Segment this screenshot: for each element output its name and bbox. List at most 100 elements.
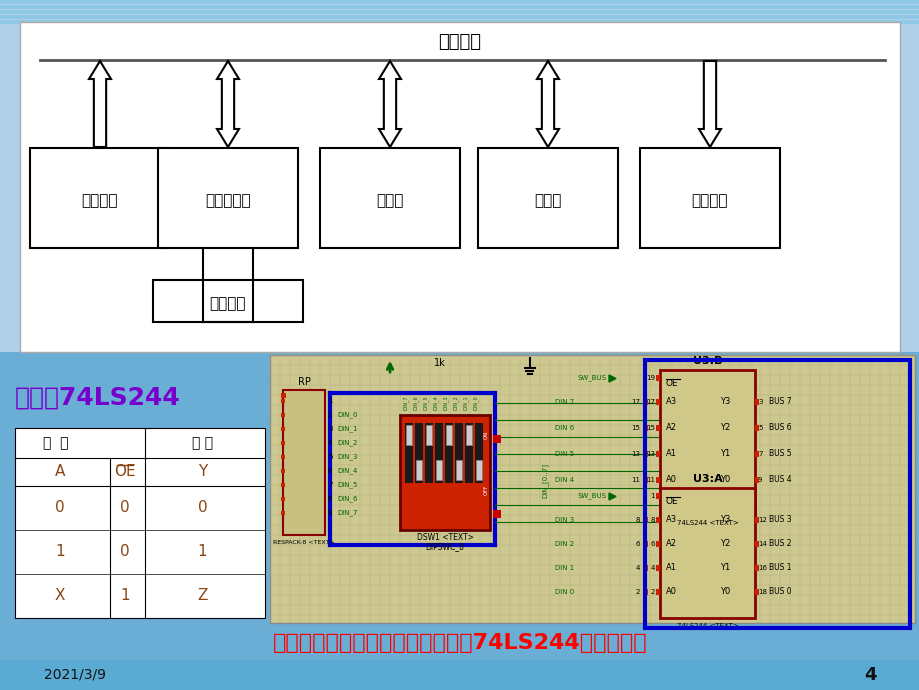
Bar [643, 589, 647, 595]
Bar [655, 477, 659, 483]
Text: 19: 19 [645, 375, 654, 381]
Bar [655, 565, 659, 571]
Bar [655, 425, 659, 431]
Bar [0, 663, 919, 667]
Text: 0: 0 [120, 500, 130, 515]
Bar [280, 399, 285, 403]
Bar [754, 541, 758, 547]
Text: DIN 3: DIN 3 [554, 517, 573, 523]
Text: DIN_0: DIN_0 [472, 395, 478, 410]
Bar [280, 441, 285, 445]
Text: DIN 4: DIN 4 [554, 477, 573, 483]
Text: DIN 1: DIN 1 [554, 565, 573, 571]
Bar [269, 355, 914, 623]
Bar [754, 517, 758, 523]
Text: 2: 2 [650, 589, 654, 595]
Text: DSW1 <TEXT>: DSW1 <TEXT> [416, 533, 473, 542]
Text: 2: 2 [635, 589, 640, 595]
Text: U3:A: U3:A [692, 474, 721, 484]
Bar [280, 455, 285, 459]
Bar [283, 390, 324, 535]
Text: 1: 1 [120, 589, 130, 604]
Bar [425, 425, 432, 445]
Bar [659, 370, 754, 515]
Text: 6: 6 [328, 468, 332, 474]
Text: 寄存器: 寄存器 [534, 193, 562, 208]
Text: A0: A0 [665, 587, 676, 596]
Bar [655, 399, 659, 405]
Text: 1: 1 [198, 544, 207, 560]
Text: 4: 4 [863, 666, 875, 684]
Bar [475, 460, 482, 480]
Text: Y3: Y3 [720, 397, 730, 406]
Text: 8: 8 [650, 517, 654, 523]
Bar [280, 427, 285, 431]
Text: OE: OE [665, 380, 678, 388]
Bar [474, 423, 482, 483]
Text: 17: 17 [630, 399, 640, 405]
Text: 1: 1 [55, 544, 64, 560]
Text: 3: 3 [328, 426, 332, 432]
Text: 8: 8 [635, 517, 640, 523]
Bar [456, 460, 461, 480]
Bar [0, 20, 919, 24]
Bar [0, 15, 919, 19]
Text: A1: A1 [665, 564, 676, 573]
Text: BUS 1: BUS 1 [768, 564, 790, 573]
Polygon shape [89, 61, 111, 147]
Bar [415, 460, 422, 480]
Text: 三态门74LS244: 三态门74LS244 [15, 386, 180, 410]
Text: DIN_2: DIN_2 [453, 395, 459, 410]
Bar [455, 423, 462, 483]
Bar [655, 375, 659, 381]
Text: 6: 6 [635, 541, 640, 547]
Text: BUS 5: BUS 5 [768, 449, 790, 458]
Bar [643, 565, 647, 571]
Text: 16: 16 [757, 565, 766, 571]
Text: A2: A2 [665, 540, 676, 549]
Text: 0: 0 [120, 544, 130, 560]
Text: 4: 4 [635, 565, 640, 571]
Bar [0, 0, 919, 4]
Text: 1: 1 [650, 493, 654, 499]
Bar [640, 148, 779, 248]
Bar [0, 352, 919, 662]
Bar [754, 451, 758, 457]
Text: BUS 6: BUS 6 [768, 424, 790, 433]
Bar [0, 5, 919, 9]
Bar [0, 10, 919, 14]
Bar [0, 660, 919, 690]
Text: 11: 11 [630, 477, 640, 483]
Bar [400, 415, 490, 530]
Bar [0, 673, 919, 677]
Bar [0, 668, 919, 672]
Text: 18: 18 [757, 589, 766, 595]
Text: A2: A2 [665, 424, 676, 433]
Text: 地址寄存器: 地址寄存器 [205, 193, 251, 208]
Text: A: A [55, 464, 65, 480]
Text: OFF: OFF [483, 485, 488, 495]
Text: Y0: Y0 [720, 587, 730, 596]
Text: 5: 5 [757, 425, 762, 431]
Bar [655, 493, 659, 499]
Text: Y1: Y1 [720, 564, 730, 573]
Bar [425, 423, 433, 483]
Bar [655, 517, 659, 523]
Text: DIN_1: DIN_1 [462, 395, 469, 410]
Text: OE: OE [665, 497, 678, 506]
Text: SW_BUS: SW_BUS [577, 493, 607, 500]
Text: DIN 7: DIN 7 [554, 399, 573, 405]
Bar [280, 511, 285, 515]
Text: DIN 6: DIN 6 [554, 425, 573, 431]
Text: DIN_3: DIN_3 [336, 453, 357, 460]
Text: 13: 13 [645, 451, 654, 457]
Text: OE: OE [114, 464, 136, 480]
Text: Y: Y [198, 464, 207, 480]
Text: 15: 15 [645, 425, 654, 431]
Bar [754, 399, 758, 405]
Bar [414, 423, 423, 483]
Bar [655, 589, 659, 595]
Text: Y1: Y1 [720, 449, 730, 458]
Bar [493, 510, 501, 518]
Text: Y0: Y0 [720, 475, 730, 484]
